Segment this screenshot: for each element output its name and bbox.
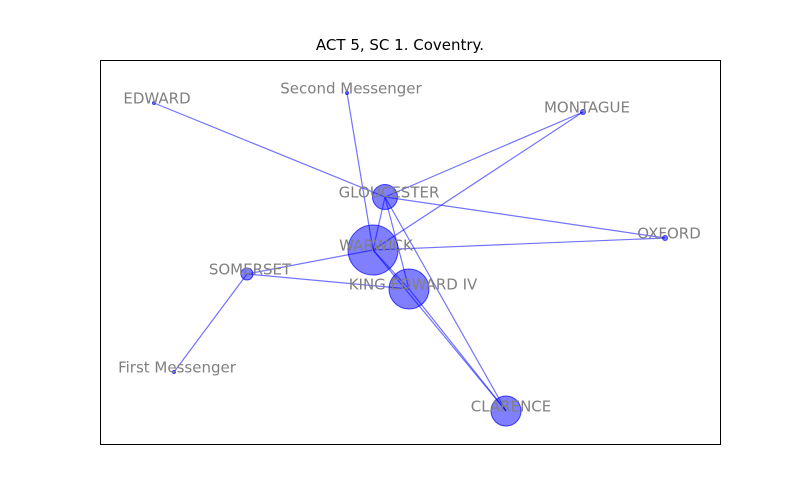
node-oxford [662,235,668,241]
plot-frame [100,60,721,445]
edge-king-edward-iv-clarence [408,288,507,412]
edge-gloucester-edward [153,102,386,198]
node-label-warwick: WARWICK [339,237,414,255]
node-label-first-messenger: First Messenger [118,359,237,377]
edge-somerset-first-messenger [173,273,248,373]
node-label-somerset: SOMERSET [209,261,292,279]
labels-layer: WARWICK KING EDWARD IV CLARENCE GLOUCESTER S… [118,80,701,416]
node-label-second-messenger: Second Messenger [280,80,422,98]
node-label-montague: MONTAGUE [544,99,630,117]
node-warwick [347,224,399,276]
node-clarence [490,395,522,427]
edge-gloucester-montague [384,111,584,198]
edge-warwick-montague [372,111,584,251]
node-label-clarence: CLARENCE [471,398,552,416]
node-montague [580,109,586,115]
node-king-edward-iv [388,268,430,310]
node-somerset [240,267,254,281]
node-label-gloucester: GLOUCESTER [339,184,440,202]
node-edward [152,101,156,105]
node-gloucester [372,184,398,210]
edge-warwick-second-messenger [346,92,374,251]
diagram-title: ACT 5, SC 1. Coventry. [315,36,485,54]
edge-warwick-oxford [372,237,666,251]
node-second-messenger [345,91,349,95]
edge-gloucester-oxford [384,196,666,239]
node-label-oxford: OXFORD [637,225,701,243]
nodes-layer [152,91,668,427]
node-first-messenger [172,370,176,374]
node-label-edward: EDWARD [123,90,190,108]
edge-gloucester-clarence [384,196,507,412]
edge-king-edward-iv-somerset [246,273,410,290]
node-label-king-edward-iv: KING EDWARD IV [349,276,478,294]
